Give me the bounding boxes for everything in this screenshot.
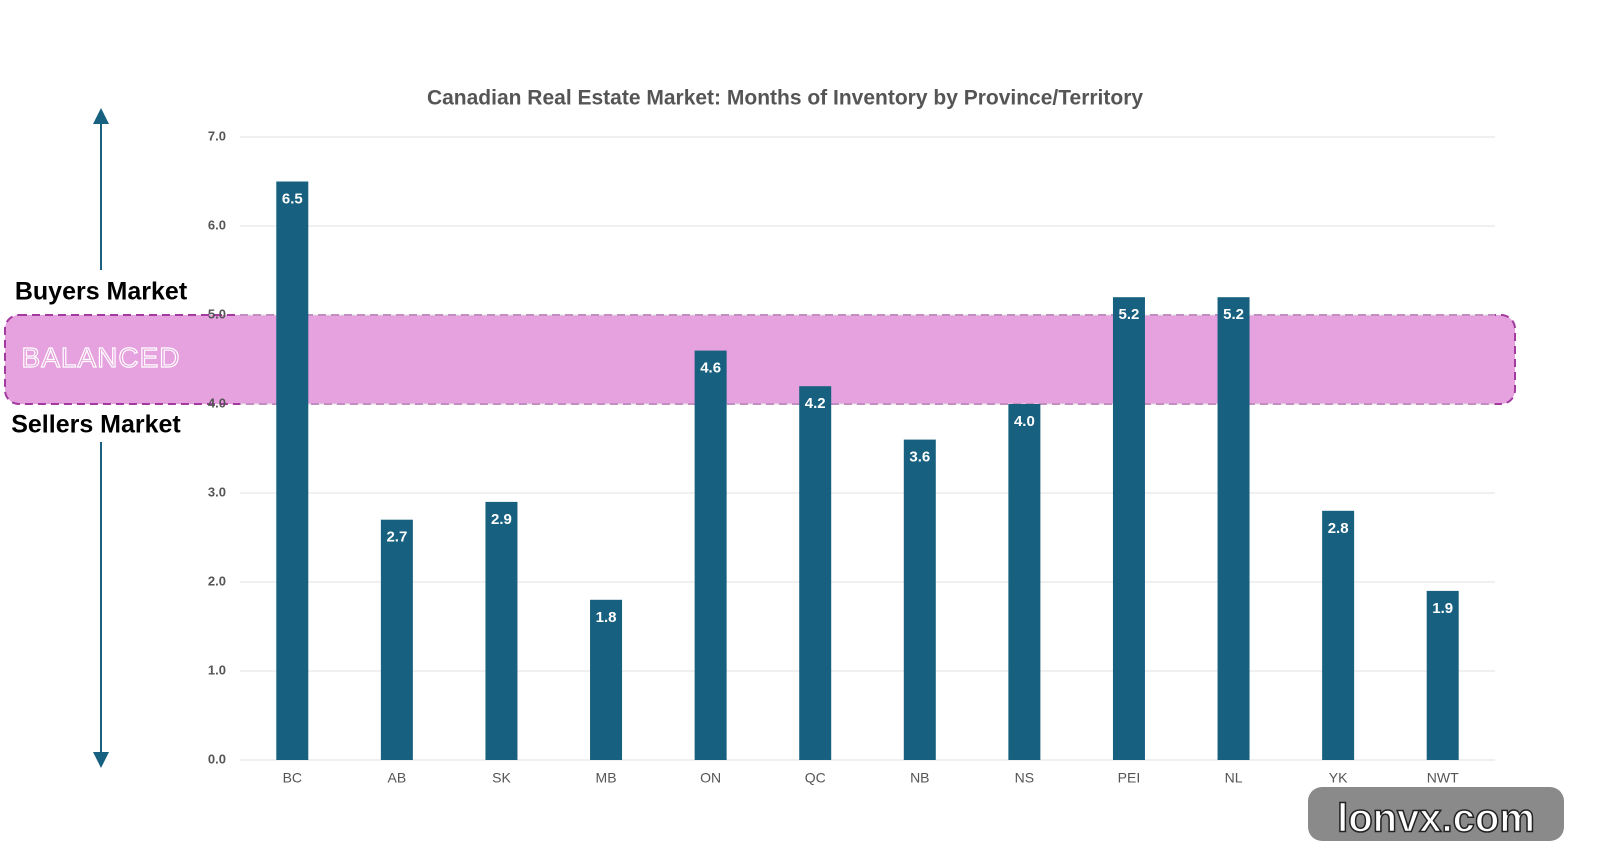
- x-tick-label: ON: [700, 770, 721, 786]
- value-label: 5.2: [1119, 306, 1140, 323]
- band-layer: [4, 314, 1516, 405]
- value-label: 4.2: [805, 395, 826, 412]
- y-tick-label: 4.0: [208, 395, 226, 410]
- y-tick-label: 5.0: [208, 306, 226, 321]
- value-label: 1.9: [1432, 600, 1453, 617]
- x-tick-label: NWT: [1427, 770, 1459, 786]
- value-label: 2.8: [1328, 520, 1349, 537]
- bar: [1112, 297, 1145, 760]
- value-label: 3.6: [909, 449, 930, 466]
- balanced-band: [4, 314, 1516, 405]
- x-tick-label: NB: [910, 770, 929, 786]
- bars-layer: BC 6.5 AB 2.7 SK 2.9 MB 1.8 ON 4.6 QC 4.2 NB 3.6 NS 4.0…: [276, 181, 1459, 786]
- bar: [694, 350, 727, 760]
- bar: [903, 439, 936, 760]
- value-label: 1.8: [596, 609, 617, 626]
- bar: [590, 599, 623, 760]
- y-tick-label: 7.0: [208, 128, 226, 143]
- x-tick-label: NL: [1225, 770, 1243, 786]
- watermark-box: [1308, 787, 1564, 841]
- bar: [276, 181, 309, 760]
- x-tick-label: QC: [805, 770, 826, 786]
- x-tick-label: AB: [388, 770, 407, 786]
- x-tick-label: MB: [596, 770, 617, 786]
- bar: [485, 501, 518, 760]
- value-label: 2.9: [491, 511, 512, 528]
- value-label: 6.5: [282, 190, 303, 207]
- value-label: 4.6: [700, 360, 721, 377]
- value-label: 2.7: [386, 529, 407, 546]
- bar: [1217, 297, 1250, 760]
- value-label: 5.2: [1223, 306, 1244, 323]
- bar: [1426, 590, 1459, 760]
- y-tick-label: 2.0: [208, 573, 226, 588]
- sellers-label: Sellers Market: [11, 411, 181, 439]
- x-tick-label: SK: [492, 770, 511, 786]
- y-tick-label: 1.0: [208, 662, 226, 677]
- chart-title: Canadian Real Estate Market: Months of I…: [427, 87, 1143, 110]
- x-tick-label: YK: [1329, 770, 1348, 786]
- x-tick-label: NS: [1015, 770, 1034, 786]
- bar: [1008, 404, 1041, 760]
- bar: [380, 519, 413, 760]
- buyers-label: Buyers Market: [15, 278, 188, 306]
- y-tick-label: 3.0: [208, 484, 226, 499]
- grid-layer: 0.0 1.0 2.0 3.0 4.0 5.0 6.0 7.0: [208, 128, 1495, 766]
- bar: [799, 386, 832, 760]
- y-tick-label: 0.0: [208, 751, 226, 766]
- x-tick-label: BC: [283, 770, 302, 786]
- watermark: lonvx.com: [1337, 797, 1535, 841]
- balanced-label: BALANCED: [22, 342, 181, 373]
- value-label: 4.0: [1014, 413, 1035, 430]
- x-tick-label: PEI: [1118, 770, 1141, 786]
- y-tick-label: 6.0: [208, 217, 226, 232]
- bar: [1322, 510, 1355, 760]
